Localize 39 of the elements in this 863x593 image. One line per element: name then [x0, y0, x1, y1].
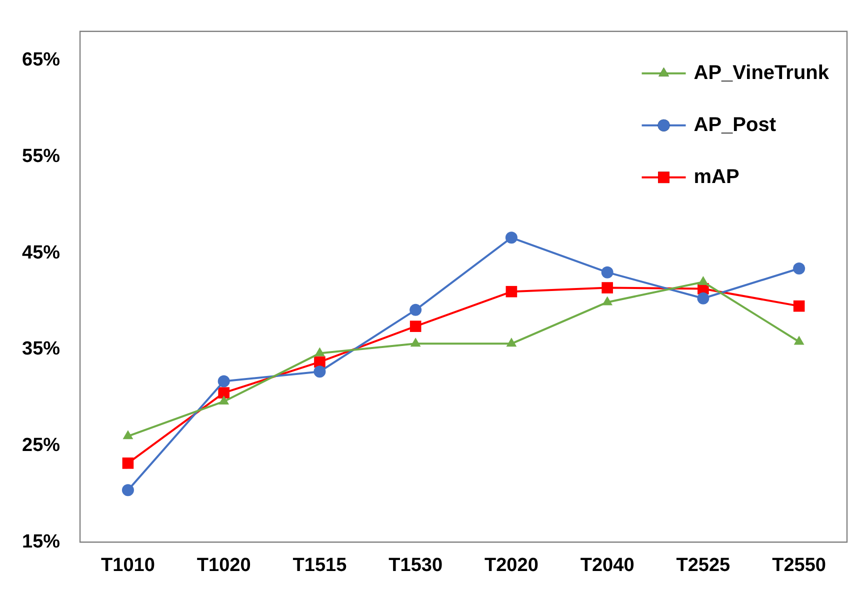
- point: [793, 300, 805, 312]
- point: [218, 375, 230, 388]
- point: [218, 387, 230, 398]
- point: [601, 266, 614, 278]
- point: [314, 347, 325, 356]
- point: [122, 430, 134, 440]
- point: [602, 282, 613, 294]
- legend-label: AP_Post: [694, 114, 776, 136]
- point: [410, 338, 421, 347]
- x-tick-label: T1515: [292, 554, 348, 576]
- y-tick-label: 15%: [22, 531, 60, 552]
- y-tick-label: 55%: [22, 146, 60, 167]
- x-tick-label: T2040: [580, 554, 634, 576]
- y-tick-label: 45%: [22, 242, 60, 264]
- point: [410, 304, 422, 316]
- x-tick-label: T2550: [772, 554, 826, 576]
- point: [218, 395, 230, 404]
- point: [505, 232, 518, 244]
- point: [793, 262, 806, 274]
- legend-label: mAP: [694, 166, 740, 188]
- x-tick-label: T1020: [196, 554, 251, 576]
- point: [602, 296, 613, 306]
- point: [410, 320, 422, 332]
- y-tick-label: 35%: [22, 338, 60, 360]
- y-tick-label: 65%: [22, 50, 60, 71]
- x-tick-label: T2020: [484, 554, 538, 576]
- point: [122, 458, 134, 469]
- point: [506, 286, 518, 298]
- point: [122, 484, 134, 496]
- point: [697, 292, 710, 304]
- x-tick-label: T1010: [101, 554, 155, 576]
- y-tick-label: 25%: [22, 435, 60, 456]
- legend-label: AP_VineTrunk: [694, 62, 830, 84]
- x-tick-label: T1530: [388, 554, 443, 576]
- point: [794, 336, 804, 345]
- point: [506, 338, 517, 347]
- x-tick-label: T2525: [676, 554, 731, 576]
- point: [314, 366, 326, 378]
- point: [698, 276, 708, 285]
